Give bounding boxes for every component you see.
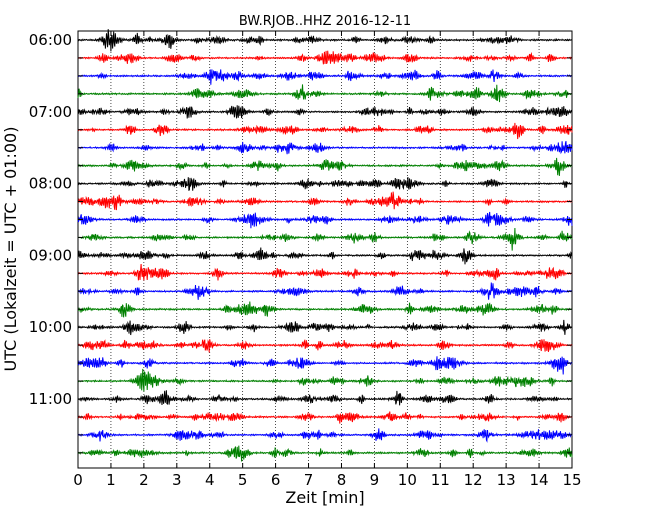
- x-tick-label: 1: [106, 471, 116, 489]
- x-tick-label: 5: [238, 471, 248, 489]
- seismic-traces: [77, 29, 573, 462]
- x-tick-label: 2: [139, 471, 149, 489]
- trace-line: [77, 122, 573, 140]
- trace-line: [77, 264, 573, 281]
- y-tick-label: 06:00: [29, 31, 72, 49]
- trace-line: [77, 228, 573, 251]
- x-tick-label: 0: [73, 471, 83, 489]
- x-tick-label: 10: [398, 471, 417, 489]
- trace-line: [77, 411, 573, 424]
- y-axis-label: UTC (Lokalzeit = UTC + 01:00): [1, 127, 20, 372]
- trace-line: [77, 105, 573, 119]
- x-tick-label: 15: [562, 471, 581, 489]
- x-tick-label: 7: [304, 471, 314, 489]
- y-tick-label: 10:00: [29, 318, 72, 336]
- y-tick-label: 11:00: [29, 390, 72, 408]
- x-tick-label: 4: [205, 471, 215, 489]
- y-tick-label: 08:00: [29, 175, 72, 193]
- trace-line: [77, 211, 573, 229]
- x-tick-label: 12: [464, 471, 483, 489]
- trace-line: [77, 368, 573, 392]
- trace-line: [77, 191, 573, 211]
- trace-line: [77, 29, 573, 52]
- x-tick-label: 8: [337, 471, 347, 489]
- x-tick-label: 11: [431, 471, 450, 489]
- trace-line: [77, 141, 573, 155]
- trace-line: [77, 177, 573, 192]
- x-tick-label: 14: [530, 471, 549, 489]
- trace-line: [77, 282, 573, 300]
- x-axis-label: Zeit [min]: [285, 488, 364, 507]
- x-tick-label: 3: [172, 471, 182, 489]
- trace-line: [77, 319, 573, 336]
- trace-line: [77, 247, 573, 265]
- grid-lines: [110, 31, 540, 468]
- trace-line: [77, 301, 573, 318]
- plot-frame: [77, 30, 573, 469]
- trace-line: [77, 69, 573, 85]
- trace-line: [77, 338, 573, 353]
- x-axis-ticks: 0 1 2 3 4 5 6 7 8 9 10 11 12 13 14 15: [73, 31, 582, 489]
- trace-line: [77, 356, 573, 375]
- y-tick-label: 07:00: [29, 103, 72, 121]
- chart-title: BW.RJOB..HHZ 2016-12-11: [239, 14, 411, 29]
- x-tick-label: 6: [271, 471, 281, 489]
- trace-line: [77, 157, 573, 176]
- trace-line: [77, 390, 573, 406]
- y-tick-label: 09:00: [29, 246, 72, 264]
- x-tick-label: 9: [370, 471, 380, 489]
- trace-line: [77, 445, 573, 462]
- trace-line: [77, 84, 573, 103]
- x-tick-label: 13: [497, 471, 516, 489]
- trace-line: [77, 428, 573, 443]
- trace-line: [77, 50, 573, 65]
- y-axis-ticks: 06:00 07:00 08:00 09:00 10:00 11:00: [29, 31, 572, 454]
